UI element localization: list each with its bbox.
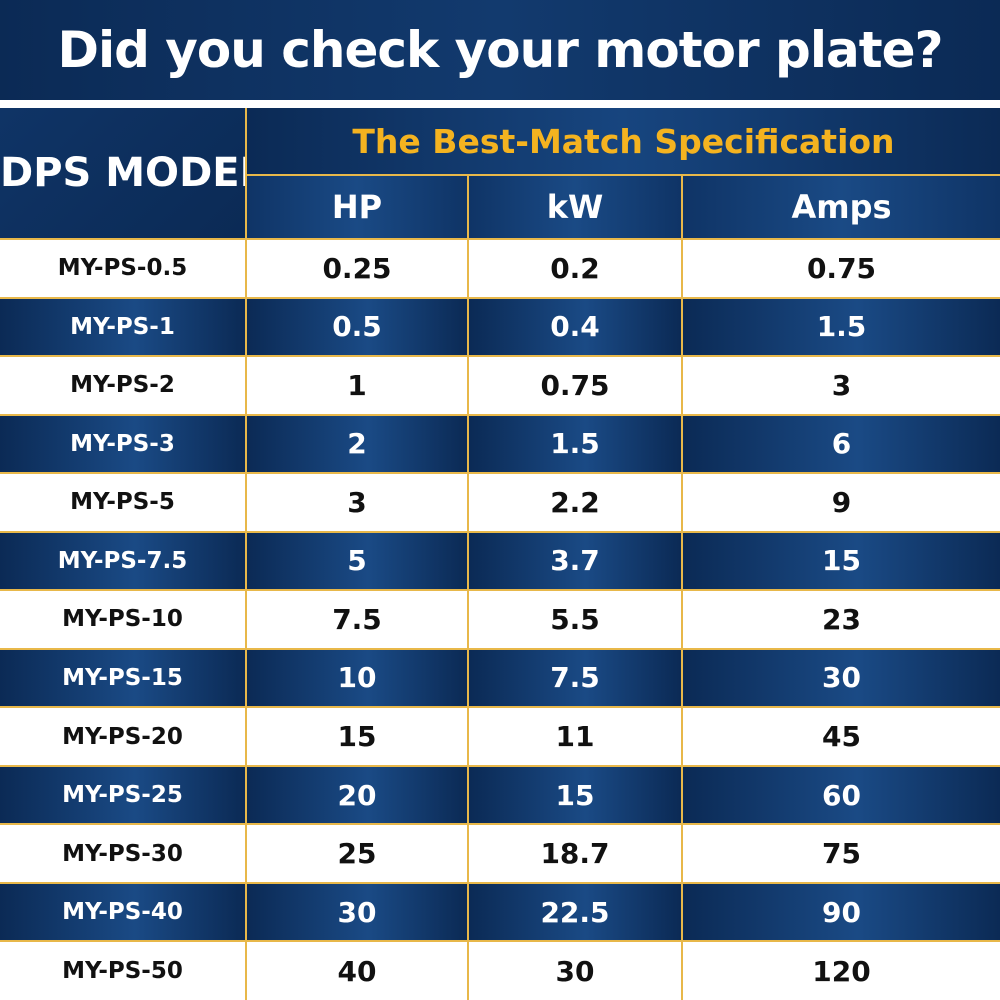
hp-cell: 15 — [245, 706, 469, 767]
kw-cell: 0.2 — [467, 238, 683, 299]
table-row: MY-PS-2 1 0.75 3 — [0, 355, 1000, 416]
table-row: MY-PS-25 20 15 60 — [0, 764, 1000, 826]
hp-cell: 25 — [245, 823, 469, 884]
amps-cell: 6 — [681, 413, 1000, 475]
table-row: MY-PS-50 40 30 120 — [0, 940, 1000, 1000]
hp-cell: 0.5 — [245, 296, 469, 358]
table-header: DPS MODEL The Best-Match Specification H… — [0, 108, 1000, 240]
kw-cell: 22.5 — [467, 881, 683, 943]
table-row: MY-PS-40 30 22.5 90 — [0, 881, 1000, 943]
model-cell: MY-PS-3 — [0, 413, 247, 475]
table-row: MY-PS-1 0.5 0.4 1.5 — [0, 296, 1000, 358]
model-cell: MY-PS-2 — [0, 355, 247, 416]
kw-cell: 0.4 — [467, 296, 683, 358]
amps-cell: 30 — [681, 647, 1000, 709]
table-row: MY-PS-15 10 7.5 30 — [0, 647, 1000, 709]
hp-cell: 3 — [245, 472, 469, 533]
hp-column-header: HP — [246, 174, 469, 240]
table-row: MY-PS-10 7.5 5.5 23 — [0, 589, 1000, 650]
kw-column-header: kW — [467, 174, 683, 240]
kw-cell: 7.5 — [467, 647, 683, 709]
amps-cell: 9 — [681, 472, 1000, 533]
kw-cell: 18.7 — [467, 823, 683, 884]
table-row: MY-PS-3 2 1.5 6 — [0, 413, 1000, 475]
model-cell: MY-PS-5 — [0, 472, 247, 533]
kw-cell: 30 — [467, 940, 683, 1000]
hp-cell: 20 — [245, 764, 469, 826]
model-cell: MY-PS-7.5 — [0, 530, 247, 592]
model-cell: MY-PS-0.5 — [0, 238, 247, 299]
amps-cell: 90 — [681, 881, 1000, 943]
table-row: MY-PS-0.5 0.25 0.2 0.75 — [0, 238, 1000, 299]
amps-cell: 45 — [681, 706, 1000, 767]
model-cell: MY-PS-25 — [0, 764, 247, 826]
amps-cell: 23 — [681, 589, 1000, 650]
hp-cell: 7.5 — [245, 589, 469, 650]
hp-cell: 2 — [245, 413, 469, 475]
hp-cell: 5 — [245, 530, 469, 592]
spec-table: DPS MODEL The Best-Match Specification H… — [0, 108, 1000, 1000]
kw-cell: 11 — [467, 706, 683, 767]
hp-cell: 10 — [245, 647, 469, 709]
title-banner: Did you check your motor plate? — [0, 0, 1000, 100]
table-row: MY-PS-30 25 18.7 75 — [0, 823, 1000, 884]
amps-cell: 0.75 — [681, 238, 1000, 299]
kw-cell: 5.5 — [467, 589, 683, 650]
table-row: MY-PS-7.5 5 3.7 15 — [0, 530, 1000, 592]
amps-cell: 15 — [681, 530, 1000, 592]
model-cell: MY-PS-50 — [0, 940, 247, 1000]
specification-group-header: The Best-Match Specification — [245, 108, 1000, 176]
model-cell: MY-PS-1 — [0, 296, 247, 358]
amps-cell: 120 — [681, 940, 1000, 1000]
model-column-header: DPS MODEL — [0, 108, 247, 240]
kw-cell: 15 — [467, 764, 683, 826]
amps-cell: 1.5 — [681, 296, 1000, 358]
amps-cell: 3 — [681, 355, 1000, 416]
model-cell: MY-PS-20 — [0, 706, 247, 767]
kw-cell: 0.75 — [467, 355, 683, 416]
table-row: MY-PS-20 15 11 45 — [0, 706, 1000, 767]
model-cell: MY-PS-30 — [0, 823, 247, 884]
hp-cell: 30 — [245, 881, 469, 943]
kw-cell: 2.2 — [467, 472, 683, 533]
model-cell: MY-PS-10 — [0, 589, 247, 650]
hp-cell: 40 — [245, 940, 469, 1000]
amps-column-header: Amps — [681, 174, 1000, 240]
model-cell: MY-PS-40 — [0, 881, 247, 943]
table-body: MY-PS-0.5 0.25 0.2 0.75 MY-PS-1 0.5 0.4 1.5 MY-P… — [0, 238, 1000, 1000]
kw-cell: 1.5 — [467, 413, 683, 475]
hp-cell: 1 — [245, 355, 469, 416]
hp-cell: 0.25 — [245, 238, 469, 299]
page-title: Did you check your motor plate? — [57, 21, 943, 79]
amps-cell: 60 — [681, 764, 1000, 826]
table-row: MY-PS-5 3 2.2 9 — [0, 472, 1000, 533]
kw-cell: 3.7 — [467, 530, 683, 592]
model-cell: MY-PS-15 — [0, 647, 247, 709]
amps-cell: 75 — [681, 823, 1000, 884]
banner-divider — [0, 100, 1000, 108]
